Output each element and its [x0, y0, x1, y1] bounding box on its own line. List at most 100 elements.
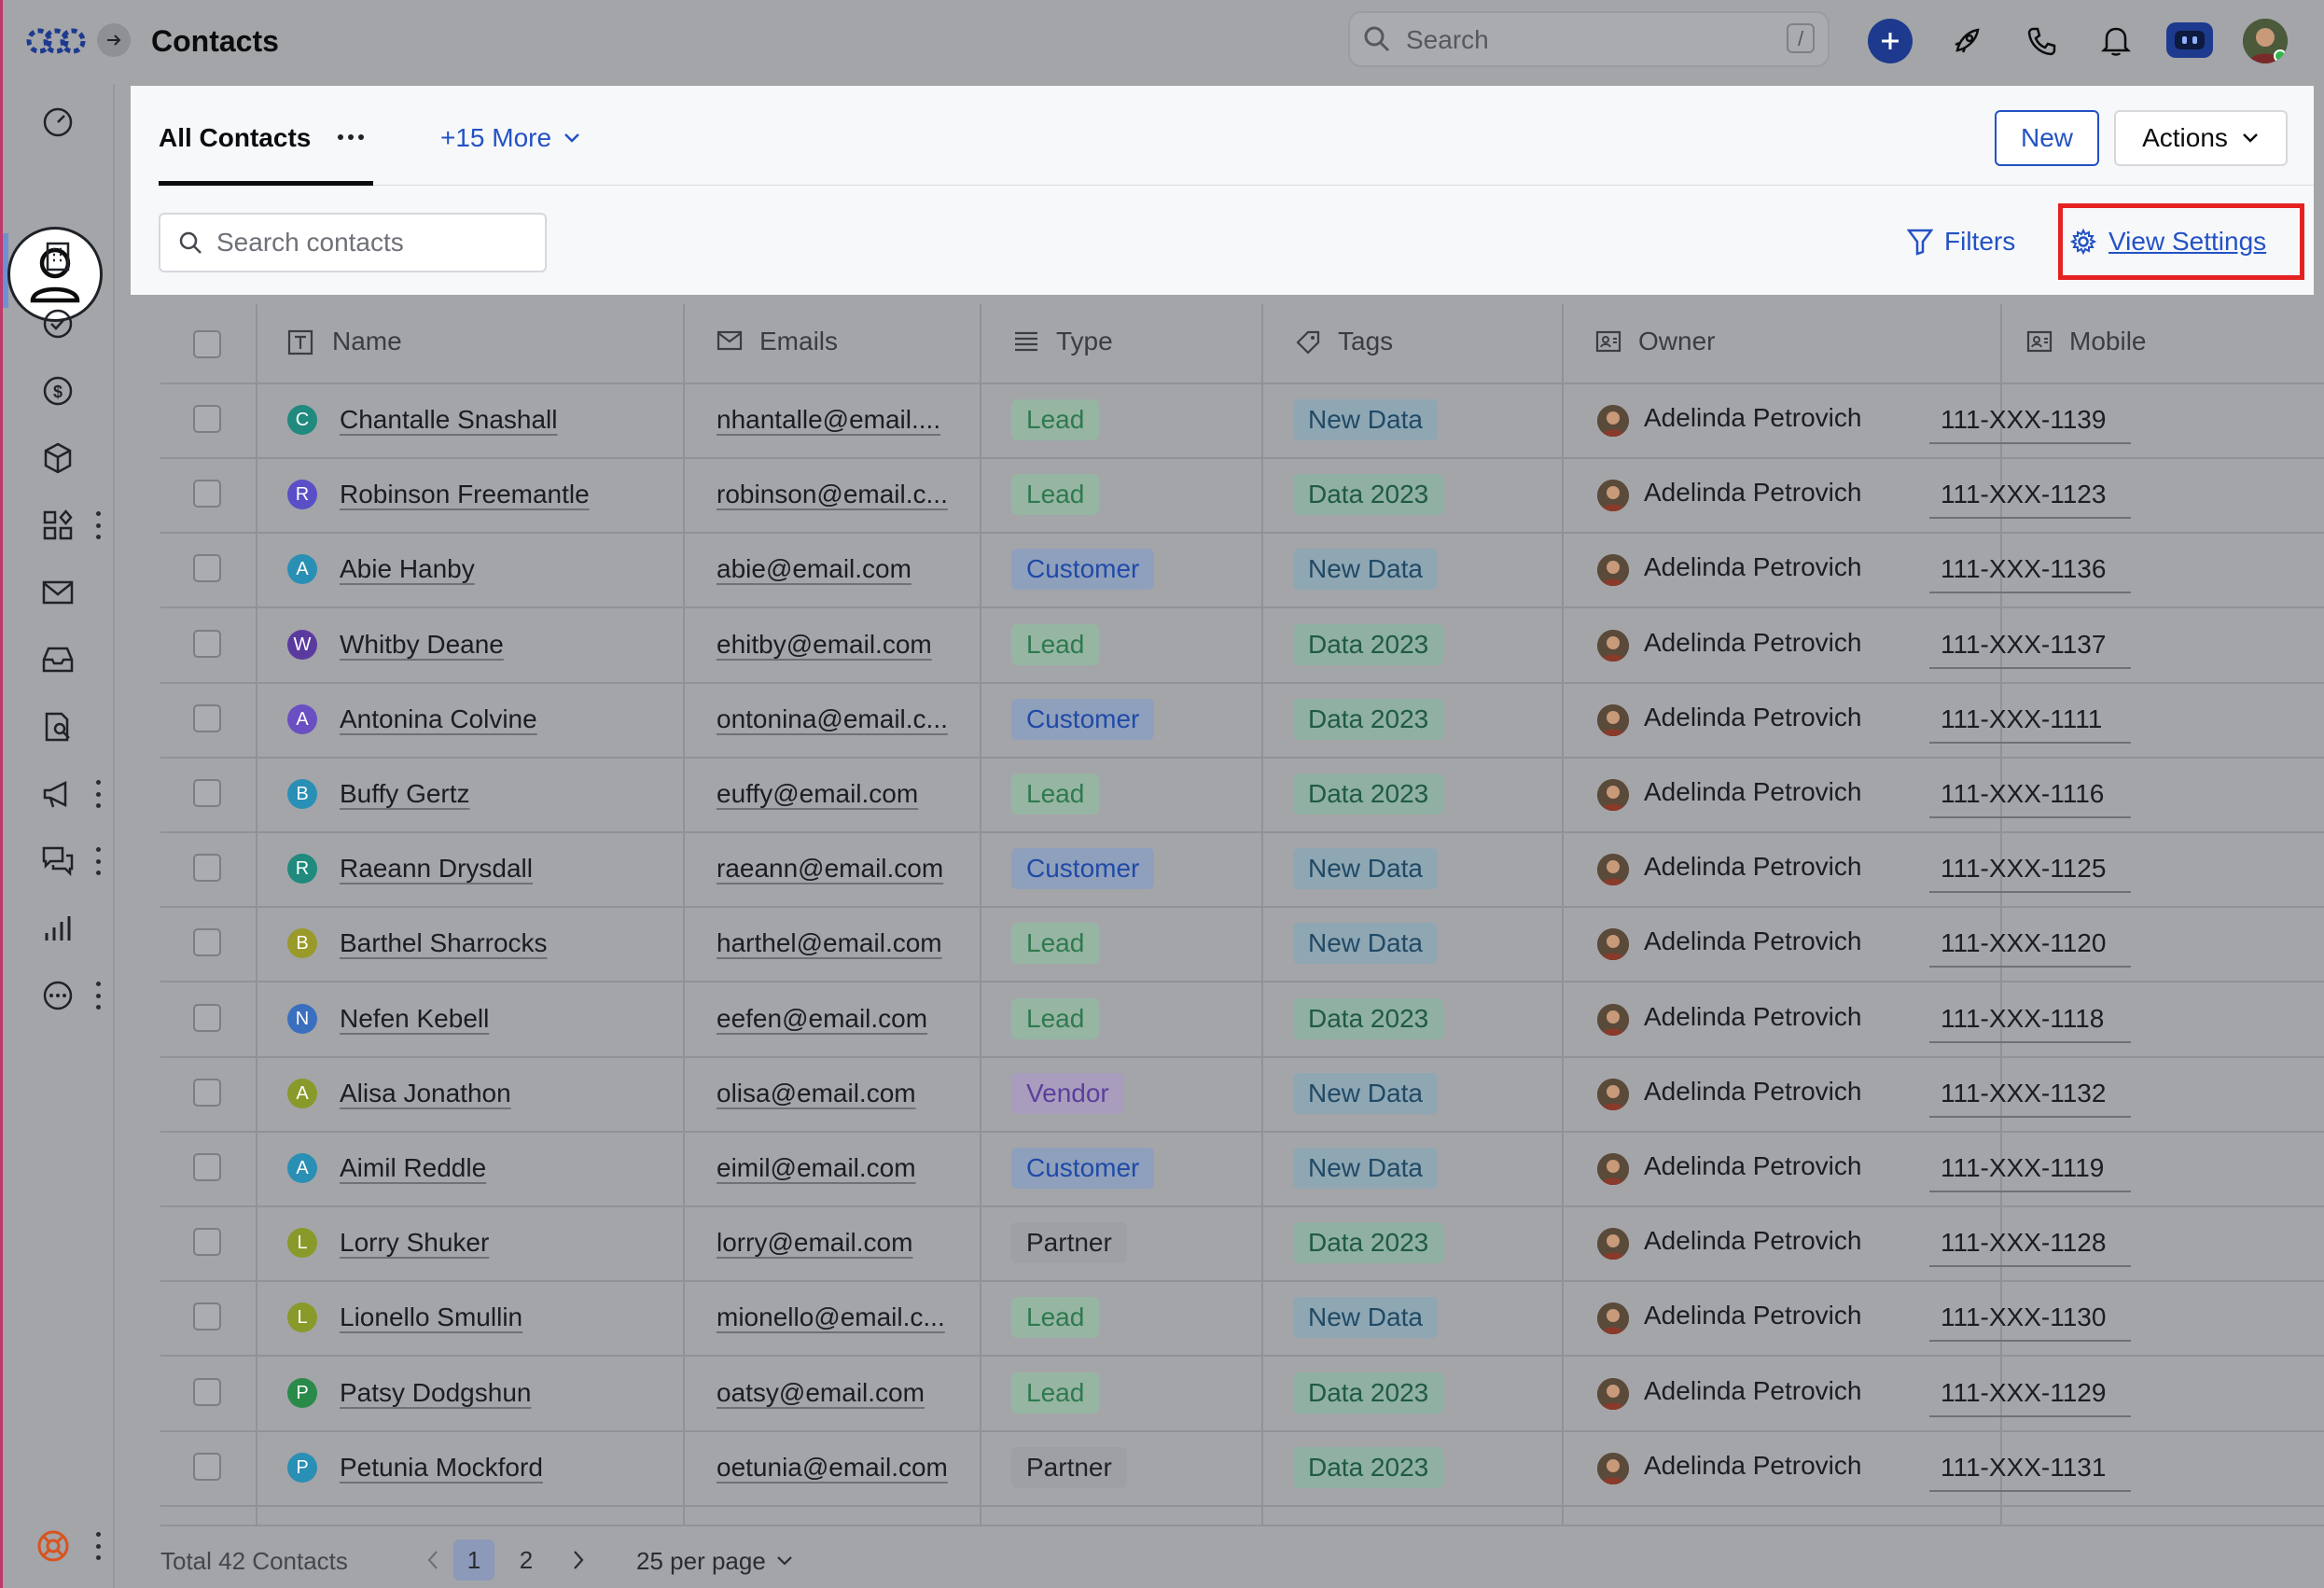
table-row[interactable]: P Petunia Mockford oetunia@email.com Partne… — [160, 1429, 2324, 1507]
contact-name-link[interactable]: Aimil Reddle — [340, 1153, 487, 1182]
contact-name-link[interactable]: Chantalle Snashall — [340, 405, 558, 434]
mobile-number[interactable]: 111-XXX-1137 — [1941, 629, 2107, 659]
rocket-button[interactable] — [1944, 19, 1989, 63]
contact-email-link[interactable]: ehitby@email.com — [717, 629, 932, 659]
column-header-owner[interactable]: Owner — [1564, 304, 2002, 383]
create-button[interactable] — [1868, 19, 1913, 63]
contact-name-link[interactable]: Barthel Sharrocks — [340, 928, 548, 958]
row-checkbox[interactable] — [193, 703, 221, 732]
notifications-button[interactable] — [2094, 19, 2138, 63]
mobile-number[interactable]: 111-XXX-1131 — [1941, 1452, 2107, 1482]
contact-name-link[interactable]: Lionello Smullin — [340, 1302, 523, 1332]
sidebar-item-tasks[interactable] — [36, 302, 79, 345]
table-row[interactable]: N Nefen Kebell eefen@email.com Lead Data 202… — [160, 981, 2324, 1058]
contact-email-link[interactable]: oetunia@email.com — [717, 1452, 948, 1482]
tab-options-menu[interactable] — [338, 134, 364, 140]
row-checkbox[interactable] — [193, 1452, 221, 1481]
sidebar-item-companies[interactable] — [36, 235, 79, 278]
mobile-number[interactable]: 111-XXX-1132 — [1941, 1078, 2107, 1107]
contact-name-link[interactable]: Nefen Kebell — [340, 1003, 490, 1033]
more-options-menu[interactable] — [92, 982, 104, 1010]
contact-email-link[interactable]: eimil@email.com — [717, 1153, 916, 1182]
row-checkbox[interactable] — [193, 854, 221, 883]
tab-all-contacts[interactable]: All Contacts — [159, 123, 312, 152]
view-settings-button[interactable]: View Settings — [2069, 226, 2266, 258]
contact-email-link[interactable]: oatsy@email.com — [717, 1377, 925, 1407]
table-row[interactable]: A Aimil Reddle eimil@email.com Customer New … — [160, 1131, 2324, 1207]
campaigns-more-menu[interactable] — [92, 780, 104, 808]
row-checkbox[interactable] — [193, 928, 221, 957]
sidebar-item-reports[interactable] — [36, 907, 79, 950]
contact-email-link[interactable]: nhantalle@email.... — [717, 405, 941, 434]
actions-dropdown[interactable]: Actions — [2114, 110, 2288, 166]
column-header-mobile[interactable]: Mobile — [2002, 304, 2324, 383]
mobile-number[interactable]: 111-XXX-1136 — [1941, 554, 2107, 584]
contact-email-link[interactable]: euffy@email.com — [717, 779, 919, 808]
table-row[interactable]: C Chantalle Snashall nhantalle@email.... Le… — [160, 383, 2324, 459]
contact-name-link[interactable]: Abie Hanby — [340, 554, 475, 584]
mobile-number[interactable]: 111-XXX-1130 — [1941, 1302, 2107, 1332]
row-checkbox[interactable] — [193, 629, 221, 658]
prev-page-button[interactable] — [412, 1539, 453, 1581]
contact-email-link[interactable]: mionello@email.c... — [717, 1302, 945, 1332]
contact-email-link[interactable]: lorry@email.com — [717, 1228, 913, 1258]
page-2-button[interactable]: 2 — [519, 1546, 534, 1574]
row-checkbox[interactable] — [193, 1377, 221, 1406]
mobile-number[interactable]: 111-XXX-1120 — [1941, 928, 2107, 958]
mobile-number[interactable]: 111-XXX-1139 — [1941, 405, 2107, 434]
table-row[interactable]: L Lionello Smullin mionello@email.c... Lead… — [160, 1280, 2324, 1358]
contact-name-link[interactable]: Robinson Freemantle — [340, 480, 590, 509]
contact-email-link[interactable]: robinson@email.c... — [717, 480, 948, 509]
more-views-dropdown[interactable]: +15 More — [440, 121, 581, 155]
apps-more-menu[interactable] — [92, 511, 104, 539]
column-header-name[interactable]: Name — [257, 304, 685, 383]
contact-name-link[interactable]: Lorry Shuker — [340, 1228, 490, 1258]
assistant-button[interactable] — [2166, 22, 2213, 58]
contact-name-link[interactable]: Alisa Jonathon — [340, 1078, 511, 1107]
table-row[interactable]: B Barthel Sharrocks harthel@email.com Lead N… — [160, 906, 2324, 983]
contact-name-link[interactable]: Antonina Colvine — [340, 703, 537, 733]
contact-email-link[interactable]: abie@email.com — [717, 554, 912, 584]
table-row[interactable]: R Raeann Drysdall raeann@email.com Customer… — [160, 831, 2324, 909]
table-row[interactable]: A Abie Hanby abie@email.com Customer New Dat… — [160, 532, 2324, 609]
user-avatar[interactable] — [2243, 19, 2288, 63]
app-logo-icon[interactable] — [26, 23, 86, 59]
per-page-dropdown[interactable]: 25 per page — [636, 1547, 794, 1575]
sidebar-item-products[interactable] — [36, 437, 79, 480]
contact-name-link[interactable]: Raeann Drysdall — [340, 854, 533, 884]
contact-email-link[interactable]: eefen@email.com — [717, 1003, 928, 1033]
filters-button[interactable]: Filters — [1907, 226, 2015, 258]
conversations-more-menu[interactable] — [92, 847, 104, 875]
contact-name-link[interactable]: Petunia Mockford — [340, 1452, 543, 1482]
table-row[interactable]: A Antonina Colvine ontonina@email.c... Cust… — [160, 681, 2324, 759]
sidebar-item-inbox[interactable] — [36, 638, 79, 681]
phone-button[interactable] — [2019, 19, 2064, 63]
mobile-number[interactable]: 111-XXX-1118 — [1941, 1003, 2105, 1033]
sidebar-item-more[interactable] — [36, 974, 79, 1017]
contact-name-link[interactable]: Patsy Dodgshun — [340, 1377, 532, 1407]
mobile-number[interactable]: 111-XXX-1129 — [1941, 1377, 2107, 1407]
next-page-button[interactable] — [558, 1539, 599, 1581]
table-row[interactable]: B Buffy Gertz euffy@email.com Lead Data 2023… — [160, 757, 2324, 833]
column-header-emails[interactable]: Emails — [685, 304, 981, 383]
contact-name-link[interactable]: Whitby Deane — [340, 629, 504, 659]
row-checkbox[interactable] — [193, 1228, 221, 1257]
row-checkbox[interactable] — [193, 554, 221, 583]
table-row[interactable]: P Patsy Dodgshun oatsy@email.com Lead Data 2… — [160, 1355, 2324, 1432]
table-row[interactable]: A Alisa Jonathon olisa@email.com Vendor New … — [160, 1055, 2324, 1133]
contact-email-link[interactable]: harthel@email.com — [717, 928, 942, 958]
row-checkbox[interactable] — [193, 480, 221, 508]
contact-email-link[interactable]: ontonina@email.c... — [717, 703, 948, 733]
mobile-number[interactable]: 111-XXX-1125 — [1941, 854, 2107, 884]
row-checkbox[interactable] — [193, 779, 221, 807]
row-checkbox[interactable] — [193, 1153, 221, 1181]
help-more-menu[interactable] — [92, 1532, 104, 1560]
row-checkbox[interactable] — [193, 1003, 221, 1032]
sidebar-item-campaigns[interactable] — [36, 773, 79, 815]
sidebar-item-conversations[interactable] — [36, 840, 79, 883]
new-contact-button[interactable]: New — [1995, 110, 2099, 166]
global-search-input[interactable]: Search / — [1348, 11, 1830, 67]
row-checkbox[interactable] — [193, 1302, 221, 1331]
sidebar-item-forms[interactable] — [36, 705, 79, 748]
table-row[interactable]: R Robinson Freemantle robinson@email.c... L… — [160, 457, 2324, 535]
